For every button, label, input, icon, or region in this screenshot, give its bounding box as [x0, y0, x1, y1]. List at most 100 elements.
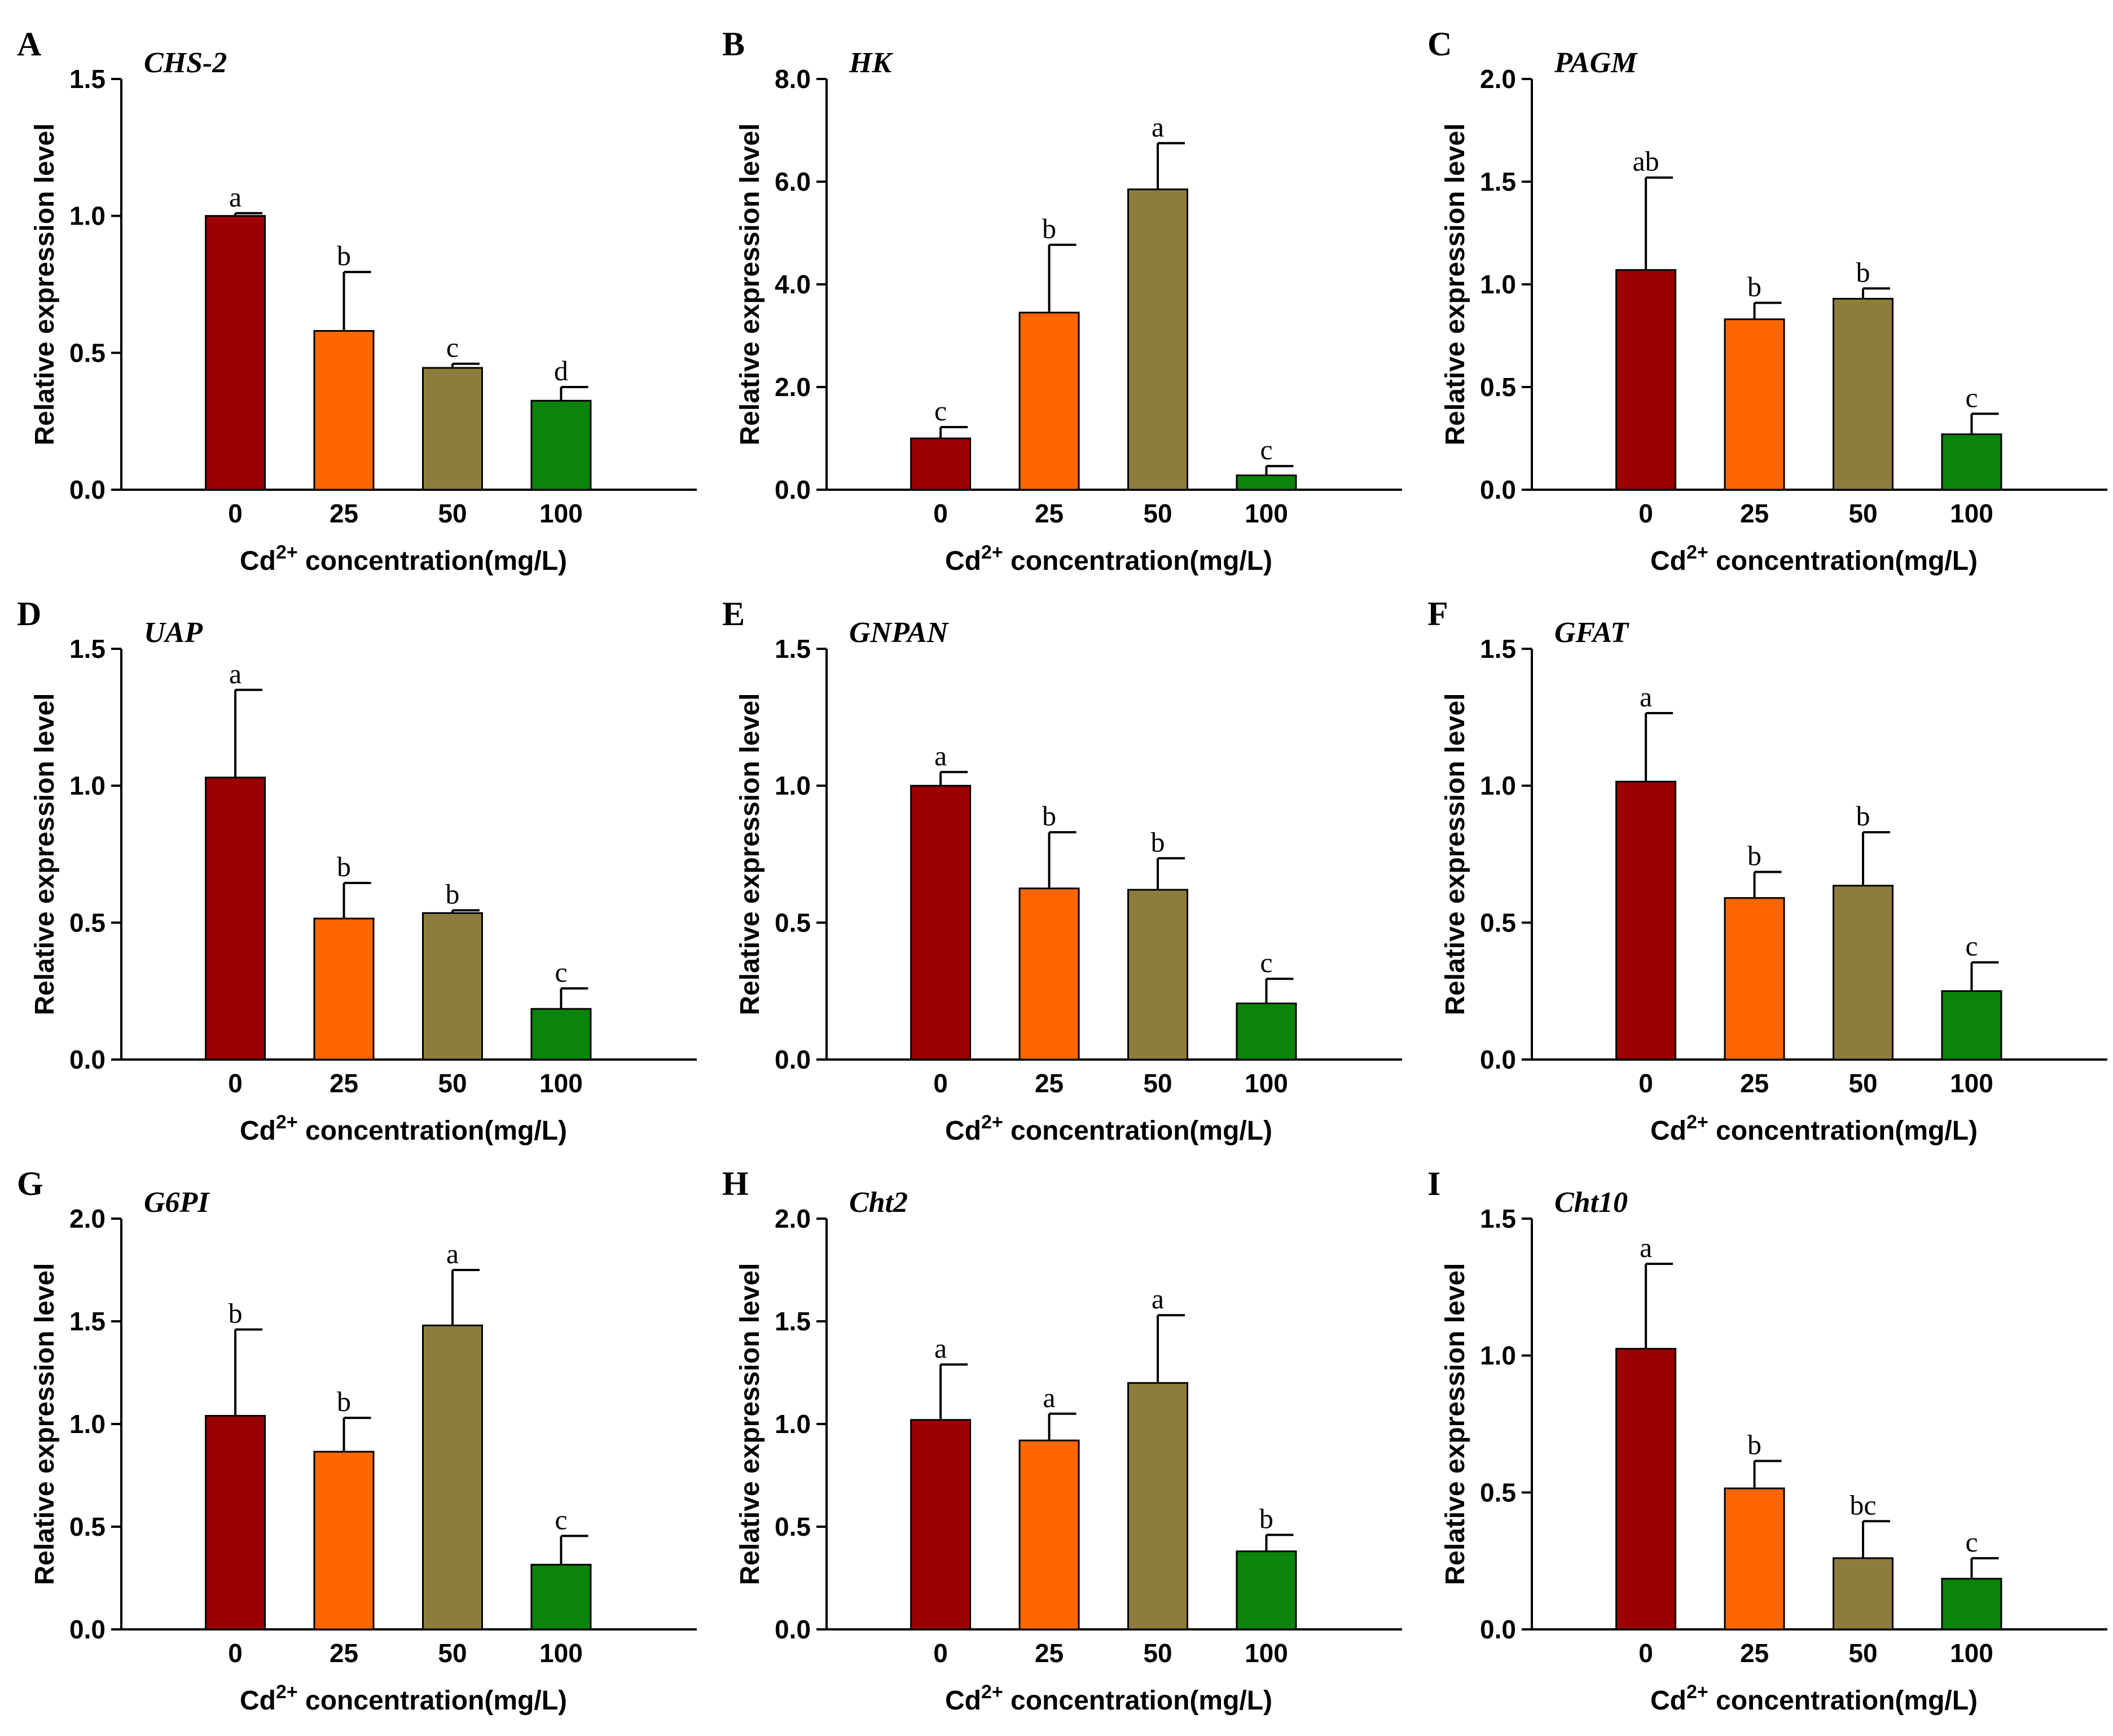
- bar-50: [1127, 188, 1188, 491]
- significance-letter: a: [1152, 1283, 1164, 1315]
- bar-50: [421, 1324, 483, 1630]
- x-tick-label: 100: [1245, 1638, 1288, 1668]
- significance-letter: c: [1965, 381, 1978, 413]
- significance-letter: bc: [1850, 1489, 1876, 1520]
- x-tick-label: 100: [1950, 499, 1993, 528]
- y-tick-label: 0.0: [775, 475, 811, 504]
- panel-letter: F: [1427, 595, 1448, 632]
- y-tick-label: 1.0: [69, 771, 106, 801]
- x-tick-label: 25: [330, 1069, 358, 1098]
- bar-100: [1941, 990, 2002, 1061]
- chart-panel-i: I Cht10 0.0 0.5 1.0 1.5 Relative expression le…: [1427, 1165, 2107, 1716]
- panel-letter: A: [17, 25, 41, 63]
- significance-letter: b: [229, 1298, 243, 1329]
- bar-25: [313, 1451, 375, 1630]
- bar-0: [1615, 780, 1677, 1061]
- x-axis-label: Cd2+ concentration(mg/L): [1650, 542, 1978, 576]
- y-tick-label: 1.0: [69, 1409, 106, 1439]
- x-tick-label: 0: [228, 1069, 243, 1098]
- chart-panel-g: G G6PI 0.0 0.5 1.0 1.5 2.0 Relative expression …: [17, 1165, 697, 1716]
- y-tick-label: 1.5: [1480, 1204, 1516, 1233]
- x-tick-label: 25: [1740, 1069, 1769, 1098]
- bar-0: [1615, 1348, 1677, 1630]
- significance-letter: b: [445, 878, 459, 909]
- y-tick-label: 1.5: [775, 1307, 811, 1336]
- bar-0: [910, 785, 972, 1061]
- y-tick-label: 0.0: [1480, 1615, 1516, 1644]
- y-tick-label: 0.0: [1480, 475, 1516, 504]
- chart-title: GFAT: [1554, 617, 1629, 649]
- chart-panel-e: E GNPAN 0.0 0.5 1.0 1.5 Relative expression le…: [722, 595, 1402, 1146]
- x-tick-label: 0: [1638, 1069, 1653, 1098]
- panel-letter: B: [722, 25, 745, 63]
- bar-0: [1615, 269, 1677, 491]
- y-tick-label: 1.0: [775, 1409, 811, 1439]
- panel-letter: E: [722, 595, 745, 632]
- y-axis-label: Relative expression level: [30, 1263, 60, 1585]
- x-tick-label: 100: [539, 1638, 583, 1668]
- significance-letter: a: [446, 1238, 459, 1269]
- chart-panel-d: D UAP 0.0 0.5 1.0 1.5 Relative expression leve…: [17, 595, 697, 1146]
- bar-25: [1018, 887, 1080, 1061]
- panel-letter: D: [17, 595, 41, 632]
- significance-letter: b: [1747, 840, 1761, 872]
- x-tick-label: 100: [1950, 1638, 1993, 1668]
- bar-0: [910, 1419, 972, 1630]
- x-tick-label: 50: [1848, 1638, 1877, 1668]
- x-tick-label: 0: [933, 1638, 948, 1668]
- y-tick-label: 0.0: [775, 1615, 811, 1644]
- y-tick-label: 0.5: [775, 908, 811, 937]
- significance-letter: b: [1747, 271, 1761, 302]
- chart-title: PAGM: [1554, 47, 1638, 79]
- x-tick-label: 0: [228, 1638, 243, 1668]
- y-tick-label: 0.0: [775, 1045, 811, 1074]
- y-tick-label: 2.0: [775, 1204, 811, 1233]
- x-tick-label: 0: [1638, 1638, 1653, 1668]
- significance-letter: b: [337, 1386, 351, 1417]
- bar-0: [205, 1414, 266, 1630]
- y-tick-label: 6.0: [775, 167, 811, 196]
- significance-letter: c: [1260, 434, 1272, 465]
- chart-title: GNPAN: [849, 617, 950, 649]
- y-axis-label: Relative expression level: [735, 1263, 765, 1585]
- significance-letter: d: [554, 355, 568, 386]
- x-tick-label: 50: [1143, 499, 1172, 528]
- chart-panel-b: B HK 0.0 2.0 4.0 6.0 8.0 Relative expression le…: [722, 25, 1402, 576]
- y-tick-label: 0.5: [69, 338, 106, 367]
- x-tick-label: 50: [1848, 1069, 1877, 1098]
- bar-25: [313, 330, 375, 491]
- x-tick-label: 25: [330, 1638, 358, 1668]
- chart-panel-h: H Cht2 0.0 0.5 1.0 1.5 2.0 Relative expression …: [722, 1165, 1402, 1716]
- y-tick-label: 0.5: [69, 908, 106, 937]
- x-axis-label: Cd2+ concentration(mg/L): [945, 542, 1272, 576]
- x-tick-label: 100: [1245, 1069, 1288, 1098]
- bar-100: [1236, 474, 1297, 491]
- bar-100: [1941, 1577, 2002, 1630]
- significance-letter: c: [555, 1504, 567, 1535]
- bar-100: [1236, 1003, 1297, 1061]
- y-axis-label: Relative expression level: [735, 693, 765, 1016]
- bar-0: [205, 776, 266, 1061]
- y-tick-label: 1.5: [1480, 634, 1516, 663]
- chart-title: Cht2: [849, 1186, 908, 1219]
- bar-25: [1018, 1439, 1080, 1630]
- bar-100: [530, 1563, 592, 1630]
- chart-panel-c: C PAGM 0.0 0.5 1.0 1.5 2.0 Relative expression …: [1427, 25, 2107, 576]
- x-tick-label: 25: [1740, 499, 1769, 528]
- x-tick-label: 50: [438, 499, 467, 528]
- panel-letter: G: [17, 1165, 43, 1202]
- y-axis-label: Relative expression level: [1440, 1263, 1470, 1585]
- y-tick-label: 1.5: [69, 64, 106, 94]
- y-tick-label: 1.0: [1480, 1341, 1516, 1370]
- significance-letter: c: [446, 332, 459, 363]
- x-tick-label: 25: [1740, 1638, 1769, 1668]
- chart-title: Cht10: [1554, 1186, 1628, 1219]
- y-tick-label: 2.0: [69, 1204, 106, 1233]
- y-tick-label: 0.0: [1480, 1045, 1516, 1074]
- y-tick-label: 0.5: [1480, 1478, 1516, 1507]
- bar-25: [1724, 897, 1785, 1061]
- panel-letter: I: [1427, 1165, 1440, 1202]
- chart-title: CHS-2: [144, 47, 227, 79]
- chart-title: HK: [849, 47, 893, 79]
- significance-letter: a: [934, 1332, 947, 1364]
